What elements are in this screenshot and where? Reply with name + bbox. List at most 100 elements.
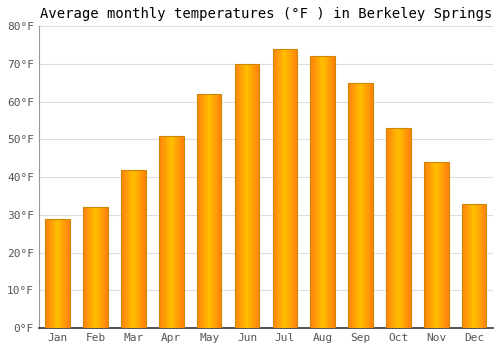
Bar [296, 49, 297, 328]
Bar [433, 162, 434, 328]
Bar [443, 162, 444, 328]
Bar [178, 136, 180, 328]
Bar [121, 170, 122, 328]
Bar [476, 204, 478, 328]
Bar [320, 56, 321, 328]
Bar [100, 208, 102, 328]
Bar [469, 204, 470, 328]
Bar [201, 94, 202, 328]
Bar [321, 56, 322, 328]
Bar [426, 162, 428, 328]
Bar [316, 56, 317, 328]
Bar [198, 94, 200, 328]
Bar [276, 49, 278, 328]
Bar [471, 204, 472, 328]
Bar [484, 204, 485, 328]
Bar [369, 83, 370, 328]
Bar [251, 64, 252, 328]
Bar [322, 56, 324, 328]
Bar [136, 170, 138, 328]
Bar [275, 49, 276, 328]
Bar [254, 64, 255, 328]
Bar [159, 136, 160, 328]
Bar [462, 204, 464, 328]
Bar [236, 64, 237, 328]
Bar [58, 219, 59, 328]
Bar [310, 56, 311, 328]
Bar [96, 208, 97, 328]
Bar [145, 170, 146, 328]
Bar [90, 208, 92, 328]
Bar [69, 219, 70, 328]
Bar [141, 170, 142, 328]
Bar [197, 94, 222, 328]
Bar [238, 64, 239, 328]
Bar [131, 170, 132, 328]
Bar [391, 128, 392, 328]
Bar [125, 170, 126, 328]
Bar [60, 219, 61, 328]
Bar [103, 208, 104, 328]
Bar [130, 170, 131, 328]
Bar [200, 94, 201, 328]
Bar [318, 56, 320, 328]
Bar [88, 208, 89, 328]
Bar [330, 56, 331, 328]
Bar [353, 83, 354, 328]
Bar [395, 128, 396, 328]
Bar [282, 49, 283, 328]
Bar [85, 208, 86, 328]
Bar [349, 83, 350, 328]
Bar [180, 136, 181, 328]
Bar [206, 94, 208, 328]
Bar [166, 136, 167, 328]
Bar [210, 94, 211, 328]
Bar [474, 204, 475, 328]
Bar [424, 162, 425, 328]
Bar [483, 204, 484, 328]
Bar [406, 128, 408, 328]
Bar [197, 94, 198, 328]
Bar [47, 219, 48, 328]
Bar [182, 136, 183, 328]
Bar [390, 128, 391, 328]
Bar [334, 56, 335, 328]
Bar [127, 170, 128, 328]
Bar [250, 64, 251, 328]
Bar [466, 204, 468, 328]
Bar [367, 83, 368, 328]
Bar [387, 128, 388, 328]
Bar [121, 170, 146, 328]
Bar [167, 136, 168, 328]
Bar [311, 56, 312, 328]
Bar [313, 56, 314, 328]
Bar [465, 204, 466, 328]
Bar [57, 219, 58, 328]
Bar [359, 83, 360, 328]
Bar [95, 208, 96, 328]
Bar [181, 136, 182, 328]
Bar [355, 83, 356, 328]
Bar [425, 162, 426, 328]
Bar [290, 49, 292, 328]
Bar [366, 83, 367, 328]
Bar [257, 64, 258, 328]
Bar [350, 83, 352, 328]
Bar [98, 208, 99, 328]
Bar [209, 94, 210, 328]
Bar [56, 219, 57, 328]
Bar [48, 219, 50, 328]
Bar [174, 136, 176, 328]
Bar [362, 83, 363, 328]
Bar [285, 49, 286, 328]
Bar [368, 83, 369, 328]
Bar [464, 204, 465, 328]
Bar [324, 56, 325, 328]
Bar [462, 204, 486, 328]
Bar [438, 162, 440, 328]
Bar [386, 128, 410, 328]
Title: Average monthly temperatures (°F ) in Berkeley Springs: Average monthly temperatures (°F ) in Be… [40, 7, 492, 21]
Bar [240, 64, 242, 328]
Bar [289, 49, 290, 328]
Bar [208, 94, 209, 328]
